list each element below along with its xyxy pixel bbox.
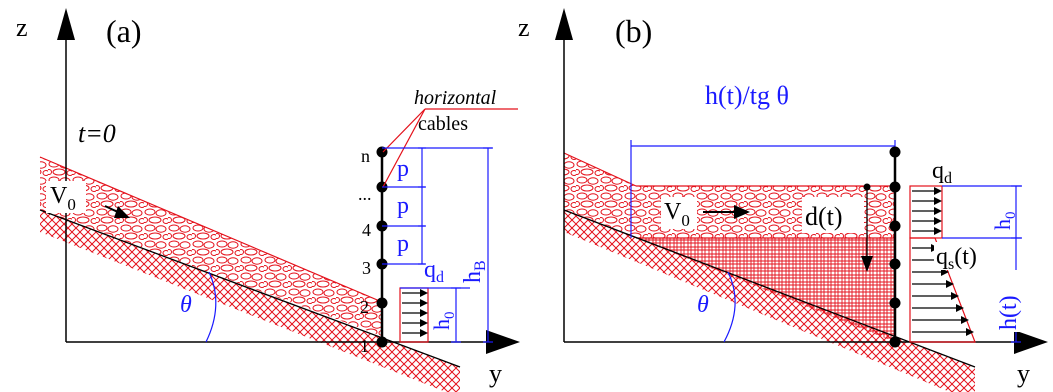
spacing-label: p xyxy=(397,193,409,219)
velocity-sub: 0 xyxy=(681,211,690,230)
spacing-label: p xyxy=(397,156,409,182)
node-label-3: 3 xyxy=(362,258,371,278)
node-label-2: 2 xyxy=(360,297,369,317)
velocity-arrow-head xyxy=(734,205,750,219)
cable-node xyxy=(889,146,901,158)
dynamic-load-label: qd xyxy=(932,158,952,187)
cable-node xyxy=(889,220,901,232)
velocity-sub: 0 xyxy=(67,195,76,214)
panel-tag: (a) xyxy=(106,13,142,49)
cable-node xyxy=(889,336,901,348)
slope-line xyxy=(563,209,976,368)
cable-node xyxy=(889,297,901,309)
debris-flow-top-edge xyxy=(563,152,637,187)
debris-flow-top-edge xyxy=(39,156,383,303)
dynamic-load-block xyxy=(909,185,943,239)
node-label-dots: ... xyxy=(358,184,372,204)
panel-a: z y (a) t=0 V0 θ 1 2 3 4 ... n xyxy=(16,8,520,392)
slope-bed-hatch xyxy=(564,210,975,392)
deflection-arrow-head xyxy=(861,256,873,272)
callout-line1: horizontal xyxy=(414,87,497,109)
cable-node xyxy=(376,297,388,309)
cable-nodes xyxy=(889,146,901,348)
z-axis-arrow xyxy=(57,8,75,40)
span-label: h(t)/tg θ xyxy=(705,81,789,110)
static-load-main: q xyxy=(936,244,948,270)
panel-b: z y (b) h(t)/tg θ V0 d(t) θ xyxy=(518,8,1048,392)
node-label-n: n xyxy=(361,146,370,166)
velocity-main: V xyxy=(664,199,682,225)
y-axis-arrow xyxy=(1014,330,1048,354)
barrier-height-sub: B xyxy=(472,260,489,271)
node-label-4: 4 xyxy=(362,220,371,240)
static-load-label: qs(t) xyxy=(936,244,977,273)
angle-label: θ xyxy=(180,292,192,318)
node-label-1: 1 xyxy=(360,336,369,356)
cable-node xyxy=(889,181,901,193)
deflection-label: d(t) xyxy=(805,202,843,231)
barrier-height-main: h xyxy=(460,271,486,283)
deflection-point xyxy=(863,183,871,191)
slope-bed-hatch xyxy=(40,210,460,392)
deposit-height-label: h(t) xyxy=(996,295,1022,330)
deflection-label-bg xyxy=(802,197,864,233)
angle-arc xyxy=(205,271,217,343)
flow-depth-label: h0 xyxy=(990,212,1019,231)
dynamic-load-main: q xyxy=(932,158,944,184)
barrier-height-label: hB xyxy=(460,260,489,283)
z-axis-label: z xyxy=(518,13,530,42)
velocity-label-bg xyxy=(661,197,697,229)
velocity-label: V0 xyxy=(664,199,690,230)
flow-depth-main: h xyxy=(990,219,1015,230)
angle-arc xyxy=(723,271,736,343)
dynamic-load-block xyxy=(399,287,429,343)
static-load-label-bg xyxy=(934,242,994,270)
debris-flow-layer xyxy=(40,157,382,336)
y-axis-arrow xyxy=(486,330,520,354)
velocity-main: V xyxy=(50,183,68,209)
cable-node xyxy=(376,336,388,348)
cable-node xyxy=(889,258,901,270)
flow-depth-sub: 0 xyxy=(1003,212,1019,220)
y-axis-label: y xyxy=(1017,359,1030,388)
callout-line2: cables xyxy=(418,113,468,135)
cable-node xyxy=(376,146,388,158)
velocity-label-bg xyxy=(46,181,86,213)
static-load-sub: s xyxy=(948,256,954,273)
slope-line xyxy=(39,209,461,368)
time-label: t=0 xyxy=(78,119,116,148)
dynamic-load-label: qd xyxy=(424,257,444,286)
static-load-arg: (t) xyxy=(954,244,977,270)
spacing-dimension xyxy=(382,147,492,265)
callout-leader xyxy=(382,108,426,153)
z-axis-arrow xyxy=(555,8,573,40)
flow-depth-label: h0 xyxy=(429,312,458,331)
angle-label: θ xyxy=(697,292,709,318)
flow-depth-sub: 0 xyxy=(442,312,458,320)
flow-depth-dimension xyxy=(400,287,470,343)
flow-depth-dimension xyxy=(942,185,1022,239)
deposit-height-label-bg xyxy=(994,270,1022,332)
velocity-arrow-head xyxy=(114,206,130,218)
velocity-label: V0 xyxy=(50,183,76,214)
dynamic-load-sub: d xyxy=(944,170,952,187)
dynamic-load-main: q xyxy=(424,257,436,283)
barrier-height-dimension xyxy=(483,147,493,343)
dynamic-load-sub: d xyxy=(436,269,444,286)
spacing-label: p xyxy=(397,231,409,257)
z-axis-label: z xyxy=(16,13,28,42)
y-axis-label: y xyxy=(489,359,502,388)
panel-tag: (b) xyxy=(615,13,652,49)
flow-depth-main: h xyxy=(429,319,454,330)
